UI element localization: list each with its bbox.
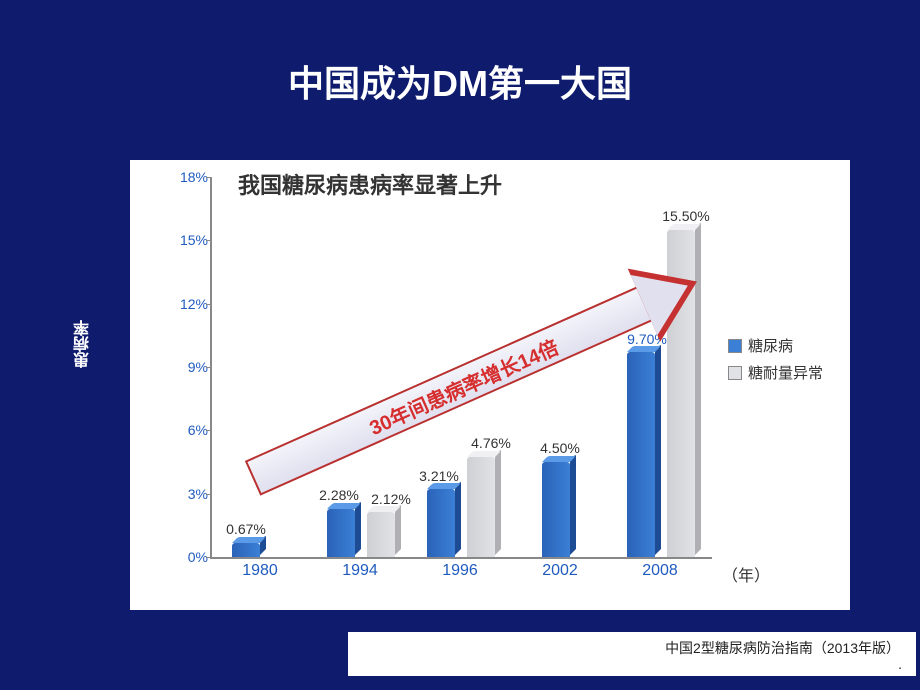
x-tick-1994: 1994 [310, 562, 410, 580]
y-tick-12: 12% [168, 296, 208, 312]
bar-diabetes-2008 [627, 352, 661, 557]
x-tick-1980: 1980 [210, 562, 310, 580]
y-tick-6: 6% [168, 422, 208, 438]
legend-label: 糖尿病 [748, 335, 793, 356]
citation-text: 中国2型糖尿病防治指南（2013年版） [665, 638, 900, 658]
x-axis-title: （年） [722, 562, 770, 586]
x-tick-1996: 1996 [410, 562, 510, 580]
label-igt-1994: 2.12% [356, 491, 426, 507]
slide: 中国成为DM第一大国 患病率 我国糖尿病患病率显著上升 0% 3% 6% 9% … [0, 0, 920, 690]
chart-container: 我国糖尿病患病率显著上升 0% 3% 6% 9% 12% 15% 18% 198… [130, 160, 850, 610]
citation-dot: . [898, 656, 902, 672]
y-tick-9: 9% [168, 359, 208, 375]
x-tick-2002: 2002 [510, 562, 610, 580]
arrow-text: 30年间患病率增长14倍 [275, 292, 652, 481]
legend-swatch-grey [728, 366, 742, 380]
legend-item-diabetes: 糖尿病 [728, 335, 823, 356]
bar-diabetes-1980 [232, 543, 266, 557]
bar-diabetes-1994 [327, 509, 361, 557]
y-tick-18: 18% [168, 169, 208, 185]
legend: 糖尿病 糖耐量异常 [728, 335, 823, 389]
y-tick-3: 3% [168, 486, 208, 502]
citation-box: 中国2型糖尿病防治指南（2013年版） . [348, 632, 916, 676]
y-tick-15: 15% [168, 232, 208, 248]
y-axis-title: 患病率 [72, 320, 96, 368]
legend-swatch-blue [728, 339, 742, 353]
label-igt-2008: 15.50% [651, 208, 721, 224]
x-tick-2008: 2008 [610, 562, 710, 580]
label-diabetes-1980: 0.67% [211, 521, 281, 537]
bar-diabetes-1996 [427, 489, 461, 557]
bar-igt-1994 [367, 512, 401, 557]
label-igt-1996: 4.76% [456, 435, 526, 451]
legend-label: 糖耐量异常 [748, 362, 823, 383]
plot-area: 0.67% 2.28% 2.12% 3.21% 4.76% 4.50% 9.70… [210, 177, 712, 559]
legend-item-igt: 糖耐量异常 [728, 362, 823, 383]
label-diabetes-1996: 3.21% [404, 468, 474, 484]
label-diabetes-2002: 4.50% [525, 440, 595, 456]
main-title: 中国成为DM第一大国 [0, 55, 920, 107]
y-tick-0: 0% [168, 549, 208, 565]
bar-diabetes-2002 [542, 462, 576, 557]
